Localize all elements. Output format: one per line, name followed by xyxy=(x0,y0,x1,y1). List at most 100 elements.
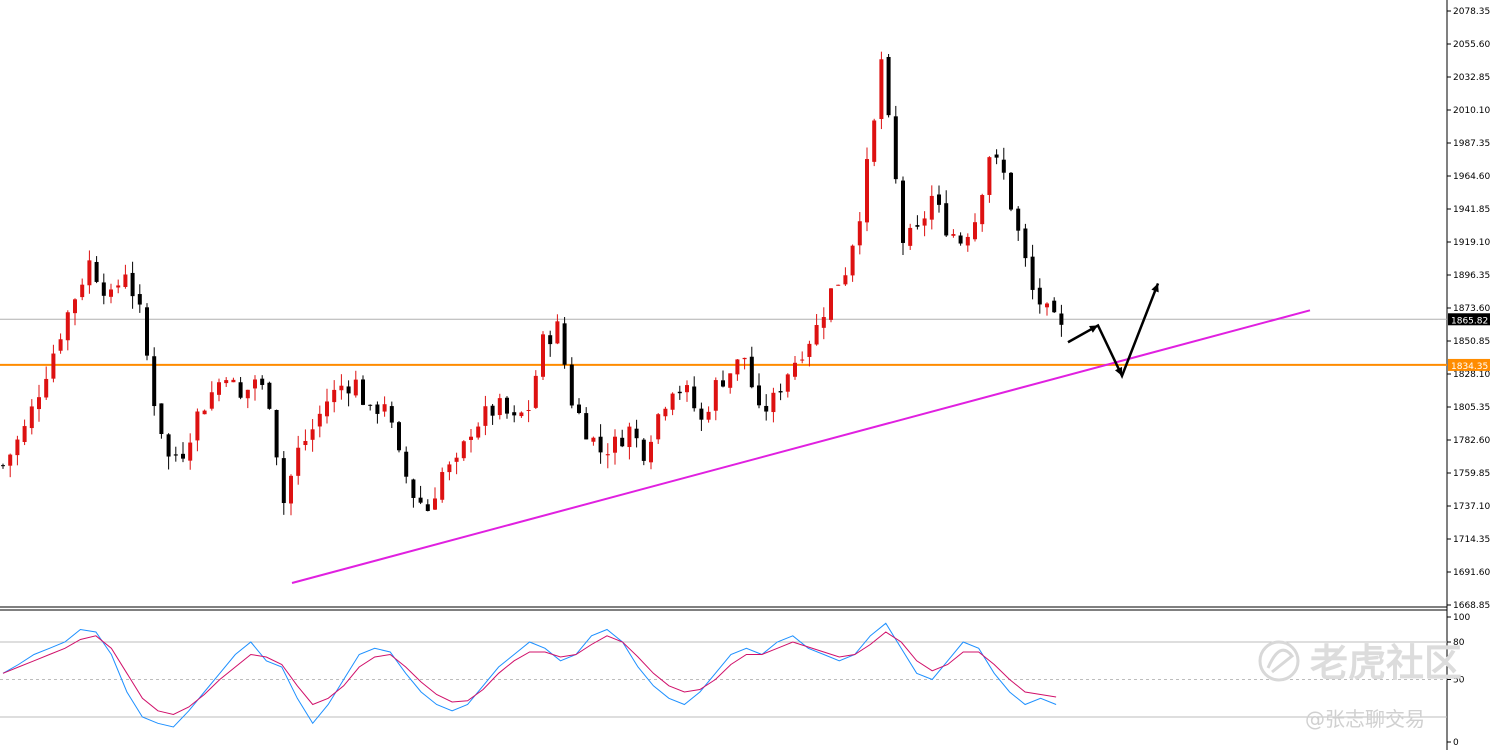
candle-body xyxy=(274,409,279,458)
candle-body xyxy=(987,157,992,195)
candle xyxy=(749,346,754,389)
candle-body xyxy=(188,442,193,461)
candle xyxy=(591,436,596,446)
current-price-tag xyxy=(1448,313,1490,326)
candle-body xyxy=(965,236,970,246)
candle xyxy=(145,303,149,361)
candle xyxy=(562,317,567,369)
candle xyxy=(865,147,869,232)
candle-body xyxy=(1016,208,1021,231)
candle-body xyxy=(656,414,661,440)
candle xyxy=(490,404,495,425)
candle xyxy=(116,279,121,294)
candle xyxy=(728,373,733,394)
candle-body xyxy=(404,451,409,477)
candle-body xyxy=(397,422,401,451)
candle xyxy=(1037,278,1042,314)
candle xyxy=(649,435,653,470)
candle xyxy=(195,408,200,452)
candle xyxy=(836,284,841,286)
candle-body xyxy=(1023,228,1028,259)
candle-body xyxy=(591,437,596,442)
candle-body xyxy=(699,408,704,420)
candle-body xyxy=(123,274,128,287)
candle-body xyxy=(1,465,5,467)
candle-body xyxy=(836,284,841,286)
candle-body xyxy=(325,401,329,417)
candle-body xyxy=(670,393,675,410)
candle xyxy=(713,377,718,421)
oscillator-series-line xyxy=(2,631,1057,716)
candle-body xyxy=(418,497,423,503)
oscillator-series-line xyxy=(2,622,1057,728)
candle xyxy=(73,298,77,326)
candle-body xyxy=(159,403,164,435)
candle-body xyxy=(929,195,934,220)
watermark-brand: 老虎社区 xyxy=(1310,641,1462,685)
candle-body xyxy=(807,343,812,357)
candle xyxy=(533,370,538,410)
candle xyxy=(771,387,776,423)
candle xyxy=(987,156,992,203)
candle-body xyxy=(915,225,920,227)
candle xyxy=(1059,304,1064,337)
candle-body xyxy=(332,389,337,403)
candle xyxy=(526,400,531,423)
candle-body xyxy=(303,440,308,446)
candle-body xyxy=(101,282,106,296)
price-tick-label: 1759.85 xyxy=(1453,469,1490,479)
candle xyxy=(65,310,70,351)
price-tick-label: 1850.85 xyxy=(1453,337,1490,347)
candle-body xyxy=(1001,159,1006,173)
candle-body xyxy=(490,405,495,416)
candle xyxy=(22,419,27,446)
candle xyxy=(310,419,315,452)
candle-body xyxy=(713,380,718,411)
candle-body xyxy=(735,359,740,375)
candle-body xyxy=(821,317,826,328)
candle xyxy=(368,404,373,411)
price-tick-label: 1691.60 xyxy=(1453,568,1490,578)
candle-body xyxy=(728,373,733,388)
candle xyxy=(1,463,5,469)
candle-body xyxy=(389,406,394,423)
candle-body xyxy=(692,386,697,409)
candle xyxy=(505,396,509,419)
candle-body xyxy=(217,382,221,395)
candle-body xyxy=(8,454,13,466)
candle xyxy=(800,351,805,364)
candle xyxy=(166,433,171,470)
price-tick-label: 2055.60 xyxy=(1453,40,1490,50)
watermark-author: @张志聊交易 xyxy=(1305,707,1425,731)
price-tick-label: 1828.10 xyxy=(1453,370,1490,380)
candle xyxy=(87,250,92,294)
candle-body xyxy=(476,426,481,438)
candle-body xyxy=(58,339,63,351)
candle-body xyxy=(209,392,214,409)
candle-body xyxy=(649,441,653,463)
candle xyxy=(980,193,985,232)
candle xyxy=(58,333,63,354)
candle-body xyxy=(375,404,380,414)
candle-body xyxy=(569,364,574,406)
candle xyxy=(202,409,207,415)
candle-body xyxy=(879,59,884,119)
candle xyxy=(1052,297,1057,313)
candle-body xyxy=(1045,303,1049,308)
candle xyxy=(785,373,790,398)
candle xyxy=(260,375,265,390)
candle-body xyxy=(814,325,819,345)
candle-body xyxy=(829,288,833,320)
candle-body xyxy=(346,386,351,394)
candle-body xyxy=(800,359,805,361)
candle-body xyxy=(245,389,250,399)
candle-body xyxy=(598,436,603,453)
candle xyxy=(541,331,545,380)
price-tick-label: 1714.35 xyxy=(1453,535,1490,545)
candle xyxy=(317,405,322,438)
candle-body xyxy=(677,391,682,394)
price-tick-label: 1919.10 xyxy=(1453,238,1490,248)
candle-body xyxy=(87,260,92,286)
candle-body xyxy=(526,409,531,411)
